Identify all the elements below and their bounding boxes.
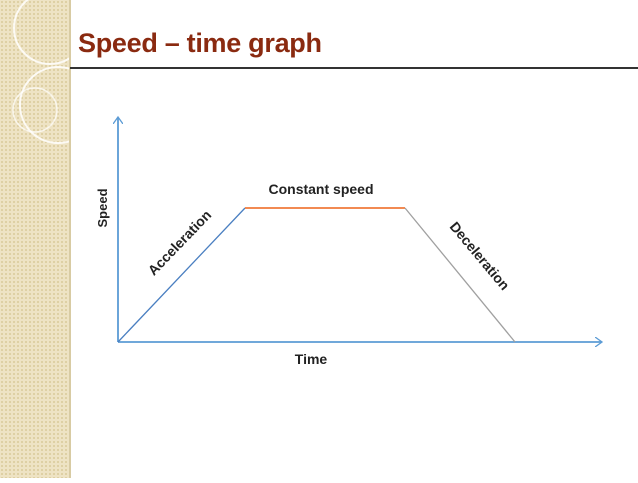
strip-divider: [69, 0, 71, 478]
deceleration-label: Deceleration: [447, 218, 513, 293]
decorative-side-strip: [0, 0, 97, 478]
title-underline: [70, 67, 638, 69]
slide-title: Speed – time graph: [78, 28, 322, 58]
acceleration-label: Acceleration: [144, 207, 214, 279]
constant-speed-label: Constant speed: [268, 181, 373, 197]
y-axis-label: Speed: [95, 188, 110, 227]
deceleration-line: [404, 207, 516, 343]
x-axis-label: Time: [295, 351, 328, 367]
acceleration-line: [117, 207, 246, 343]
